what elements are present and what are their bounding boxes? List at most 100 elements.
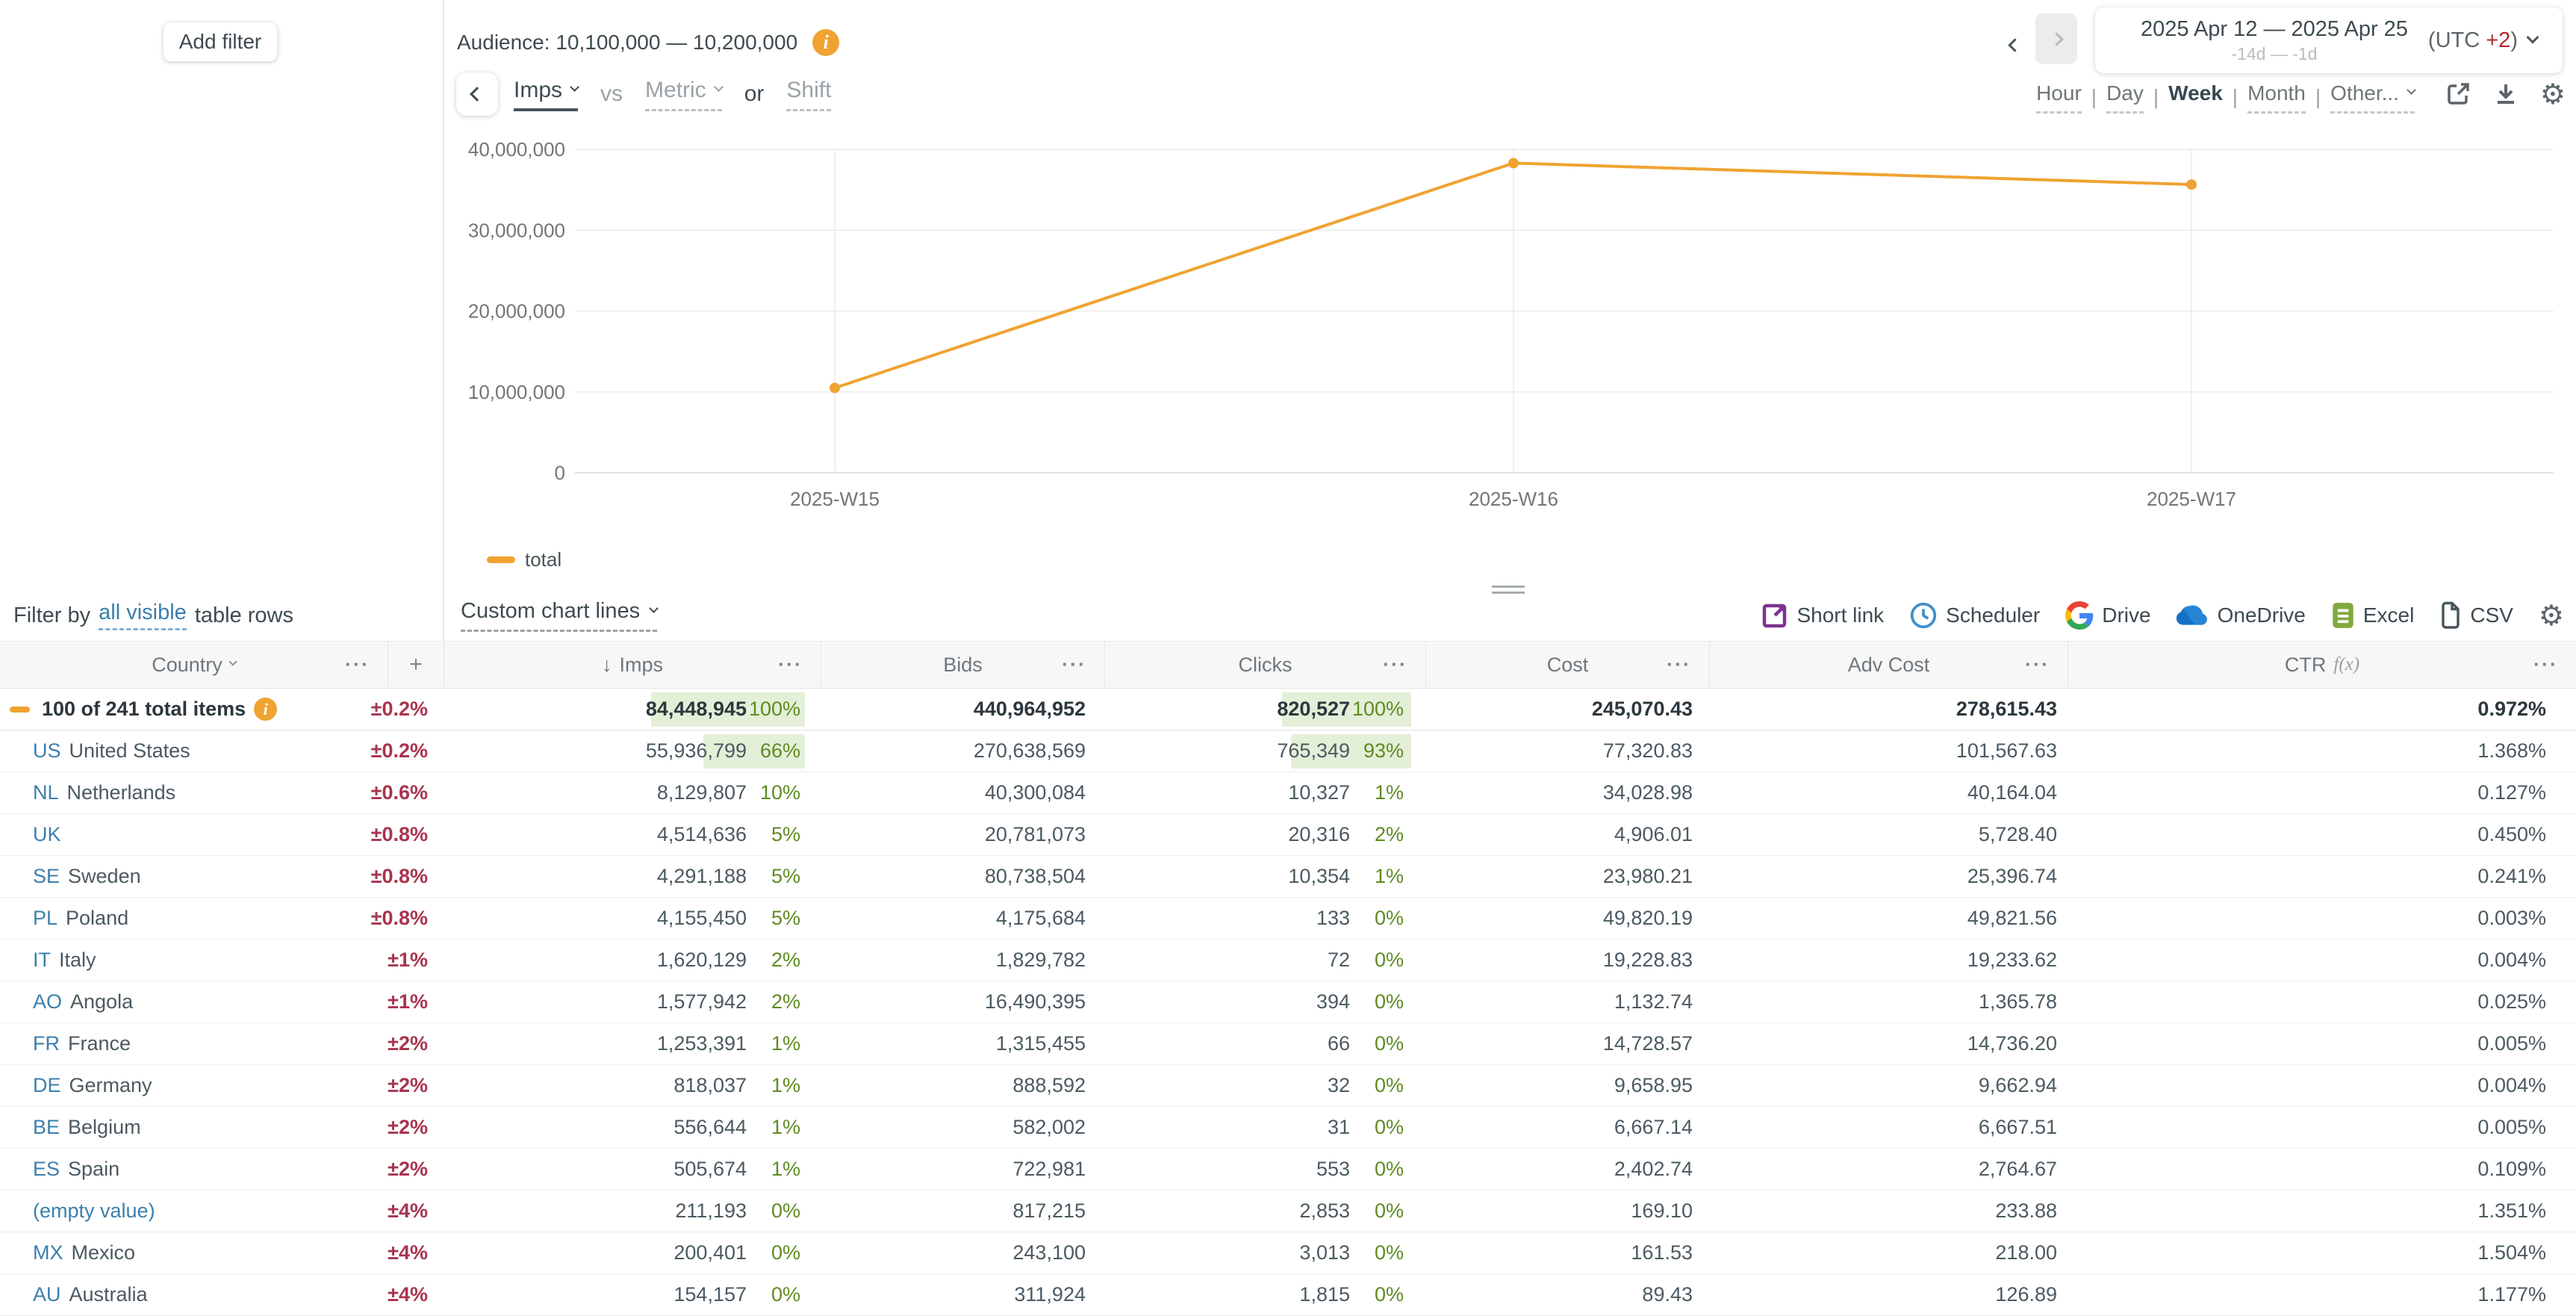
error-margin-cell: ±0.8%	[370, 907, 428, 929]
granularity-switcher: Hour | Day | Week | Month | Other...	[2036, 81, 2416, 114]
country-code: MX	[33, 1241, 63, 1264]
table-row[interactable]: US United States ±0.2% 55,936,799 66% 270,638…	[0, 730, 2576, 772]
column-header-bids[interactable]: Bids ···	[821, 642, 1105, 688]
info-icon[interactable]: i	[254, 698, 278, 721]
table-row[interactable]: DE Germany ±2% 818,037 1% 888,592 32 0% 9,658.95…	[0, 1065, 2576, 1107]
table-row[interactable]: ES Spain ±2% 505,674 1% 722,981 553 0% 2,402.74 2…	[0, 1149, 2576, 1191]
download-icon[interactable]	[2492, 81, 2519, 108]
shift-selector[interactable]: Shift	[786, 78, 832, 111]
table-row[interactable]: SE Sweden ±0.8% 4,291,188 5% 80,738,504 10,354…	[0, 856, 2576, 898]
table-row[interactable]: (empty value) ±4% 211,193 0% 817,215 2,853 0% 1…	[0, 1191, 2576, 1232]
granularity-day[interactable]: Day	[2106, 81, 2144, 114]
column-header-country[interactable]: Country ···	[0, 642, 388, 688]
column-header-imps[interactable]: ↓ Imps ···	[444, 642, 821, 688]
column-menu-icon[interactable]: ···	[1667, 653, 1691, 676]
chart-back-button[interactable]	[456, 72, 498, 116]
table-header: Country ··· + ↓ Imps ··· Bids ··· Clicks…	[0, 641, 2576, 689]
error-margin-cell: ±0.8%	[370, 865, 428, 887]
table-row[interactable]: UK ±0.8% 4,514,636 5% 20,781,073 20,316 2% 4,90…	[0, 814, 2576, 856]
country-code: (empty value)	[33, 1199, 155, 1222]
or-label: or	[744, 81, 765, 106]
table-row[interactable]: MX Mexico ±4% 200,401 0% 243,100 3,013 0% 161.53…	[0, 1232, 2576, 1274]
country-name: United States	[69, 739, 190, 762]
column-header-clicks[interactable]: Clicks ···	[1105, 642, 1426, 688]
add-filter-button[interactable]: Add filter	[164, 22, 277, 61]
column-header-adv-cost[interactable]: Adv Cost ···	[1710, 642, 2068, 688]
chart-legend-total[interactable]: total	[487, 548, 561, 571]
scheduler-button[interactable]: Scheduler	[1909, 601, 2040, 630]
metric-primary-label: Imps	[514, 77, 563, 102]
excel-button[interactable]: Excel	[2331, 601, 2414, 630]
table-row[interactable]: AO Angola ±1% 1,577,942 2% 16,490,395 394 0% 1,1…	[0, 981, 2576, 1023]
bids-cell: 888,592	[1012, 1074, 1086, 1096]
table-settings-gear-icon[interactable]: ⚙	[2538, 599, 2564, 632]
adv-cost-cell: 1,365.78	[1978, 990, 2057, 1013]
sort-desc-icon: ↓	[601, 653, 612, 676]
country-name: France	[68, 1032, 131, 1055]
country-code: SE	[33, 865, 60, 887]
open-in-new-icon[interactable]	[2445, 81, 2471, 108]
imps-cell: 556,644 1%	[673, 1116, 800, 1138]
metric-primary-selector[interactable]: Imps	[514, 77, 579, 111]
google-drive-button[interactable]: Drive	[2065, 601, 2151, 630]
column-menu-icon[interactable]: ···	[2025, 653, 2050, 676]
country-name: Spain	[68, 1158, 120, 1180]
country-name: Australia	[69, 1283, 148, 1306]
country-code: NL	[33, 781, 59, 804]
table-row[interactable]: IT Italy ±1% 1,620,129 2% 1,829,782 72 0% 19,228…	[0, 940, 2576, 981]
imps-share-bar	[651, 692, 805, 727]
gear-icon[interactable]: ⚙	[2539, 78, 2566, 111]
granularity-hour[interactable]: Hour	[2036, 81, 2082, 114]
all-visible-link[interactable]: all visible	[99, 600, 187, 630]
bids-cell: 20,781,073	[984, 823, 1086, 845]
date-next-button[interactable]	[2035, 13, 2077, 64]
date-range-picker[interactable]: 2025 Apr 12 — 2025 Apr 25 -14d — -1d (UT…	[2095, 7, 2563, 73]
timezone-selector[interactable]: (UTC +2)	[2428, 28, 2539, 53]
country-code: AO	[33, 990, 63, 1013]
granularity-week[interactable]: Week	[2168, 81, 2223, 105]
adv-cost-cell: 14,736.20	[1967, 1032, 2057, 1055]
clicks-cell: 32 0%	[1327, 1074, 1404, 1096]
country-name: Poland	[66, 907, 129, 929]
scheduler-icon	[1911, 602, 1937, 629]
table-row[interactable]: PL Poland ±0.8% 4,155,450 5% 4,175,684 133 0% 49…	[0, 898, 2576, 940]
column-menu-icon[interactable]: ···	[778, 653, 803, 676]
column-menu-icon[interactable]: ···	[1062, 653, 1086, 676]
column-menu-icon[interactable]: ···	[2533, 653, 2558, 676]
column-header-ctr[interactable]: CTR f(x) ···	[2284, 653, 2558, 676]
table-row[interactable]: NL Netherlands ±0.6% 8,129,807 10% 40,300,084…	[0, 772, 2576, 814]
onedrive-button[interactable]: OneDrive	[2176, 603, 2306, 627]
country-code: FR	[33, 1032, 60, 1055]
metric-secondary-selector[interactable]: Metric	[645, 78, 724, 111]
imps-cell: 55,936,799 66%	[444, 730, 821, 772]
adv-cost-cell: 101,567.63	[1956, 739, 2057, 762]
cost-cell: 1,132.74	[1614, 990, 1693, 1013]
table-row[interactable]: AU Australia ±4% 154,157 0% 311,924 1,815 0% 89.…	[0, 1274, 2576, 1316]
filter-by-suffix: table rows	[194, 603, 293, 627]
column-header-cost[interactable]: Cost ···	[1426, 642, 1710, 688]
table-row-total[interactable]: 100 of 241 total items i ±0.2% 84,448,945 10…	[0, 689, 2576, 730]
adv-cost-cell: 126.89	[1995, 1283, 2057, 1306]
custom-chart-lines-dropdown[interactable]: Custom chart lines	[461, 590, 659, 641]
cost-cell: 89.43	[1642, 1283, 1693, 1306]
table-toolbar: Filter by all visible table rows Custom …	[0, 590, 2576, 641]
granularity-other[interactable]: Other...	[2330, 81, 2416, 114]
column-menu-icon[interactable]: ···	[1383, 653, 1407, 676]
error-margin-cell: ±1%	[388, 990, 428, 1013]
short-link-button[interactable]: Short link	[1761, 602, 1884, 629]
date-range-main: 2025 Apr 12 — 2025 Apr 25 -14d — -1d	[2121, 17, 2428, 64]
table-row[interactable]: FR France ±2% 1,253,391 1% 1,315,455 66 0% 14,72…	[0, 1023, 2576, 1065]
imps-share-bar	[703, 733, 805, 769]
add-column-button[interactable]: +	[388, 642, 444, 688]
column-menu-icon[interactable]: ···	[345, 653, 370, 676]
granularity-month[interactable]: Month	[2247, 81, 2306, 114]
info-icon[interactable]: i	[812, 29, 840, 56]
splitter-drag-handle[interactable]	[1492, 586, 1525, 594]
clicks-cell: 2,853 0%	[1299, 1199, 1404, 1222]
legend-swatch-icon	[487, 556, 515, 563]
country-cell: BE Belgium	[0, 1107, 388, 1148]
cost-cell: 4,906.01	[1614, 823, 1693, 845]
total-items-label: 100 of 241 total items	[42, 698, 246, 720]
table-row[interactable]: BE Belgium ±2% 556,644 1% 582,002 31 0% 6,667.14…	[0, 1107, 2576, 1149]
csv-button[interactable]: CSV	[2439, 601, 2513, 630]
